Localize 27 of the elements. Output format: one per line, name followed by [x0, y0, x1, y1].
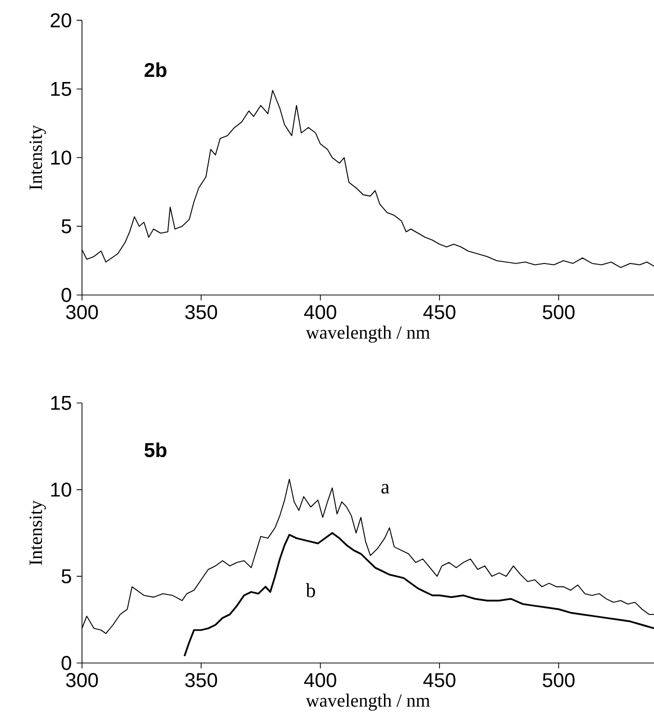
- y-tick-label: 0: [62, 656, 72, 670]
- y-tick-label: 0: [62, 288, 72, 302]
- y-tick-label: 15: [51, 82, 72, 96]
- x-tick-label: 450: [423, 305, 456, 320]
- x-tick-label: 350: [185, 673, 218, 688]
- x-tick-label: 500: [542, 305, 575, 320]
- x-tick-label: 300: [66, 305, 98, 320]
- y-tick-label: 20: [50, 13, 72, 28]
- x-axis-title: wavelength / nm: [306, 694, 430, 711]
- y-tick-label: 5: [62, 569, 72, 584]
- x-tick-label: 400: [304, 673, 336, 688]
- y-tick-label: 5: [62, 219, 72, 234]
- annotation: 2b: [144, 62, 166, 78]
- series-label: b: [306, 583, 316, 598]
- y-axis-title: Intensity: [30, 125, 46, 190]
- y-tick-label: 10: [51, 482, 72, 497]
- y-tick-label: 15: [51, 396, 72, 410]
- y-tick-label: 10: [51, 150, 72, 165]
- x-tick-label: 300: [66, 673, 98, 688]
- x-tick-label: 400: [304, 305, 336, 320]
- series-label: a: [381, 484, 390, 494]
- x-axis-title: wavelength / nm: [306, 326, 430, 343]
- y-axis-title: Intensity: [30, 500, 46, 565]
- x-tick-label: 500: [542, 673, 575, 688]
- x-tick-label: 350: [185, 305, 218, 320]
- x-tick-label: 450: [423, 673, 456, 688]
- annotation: 5b: [144, 442, 166, 458]
